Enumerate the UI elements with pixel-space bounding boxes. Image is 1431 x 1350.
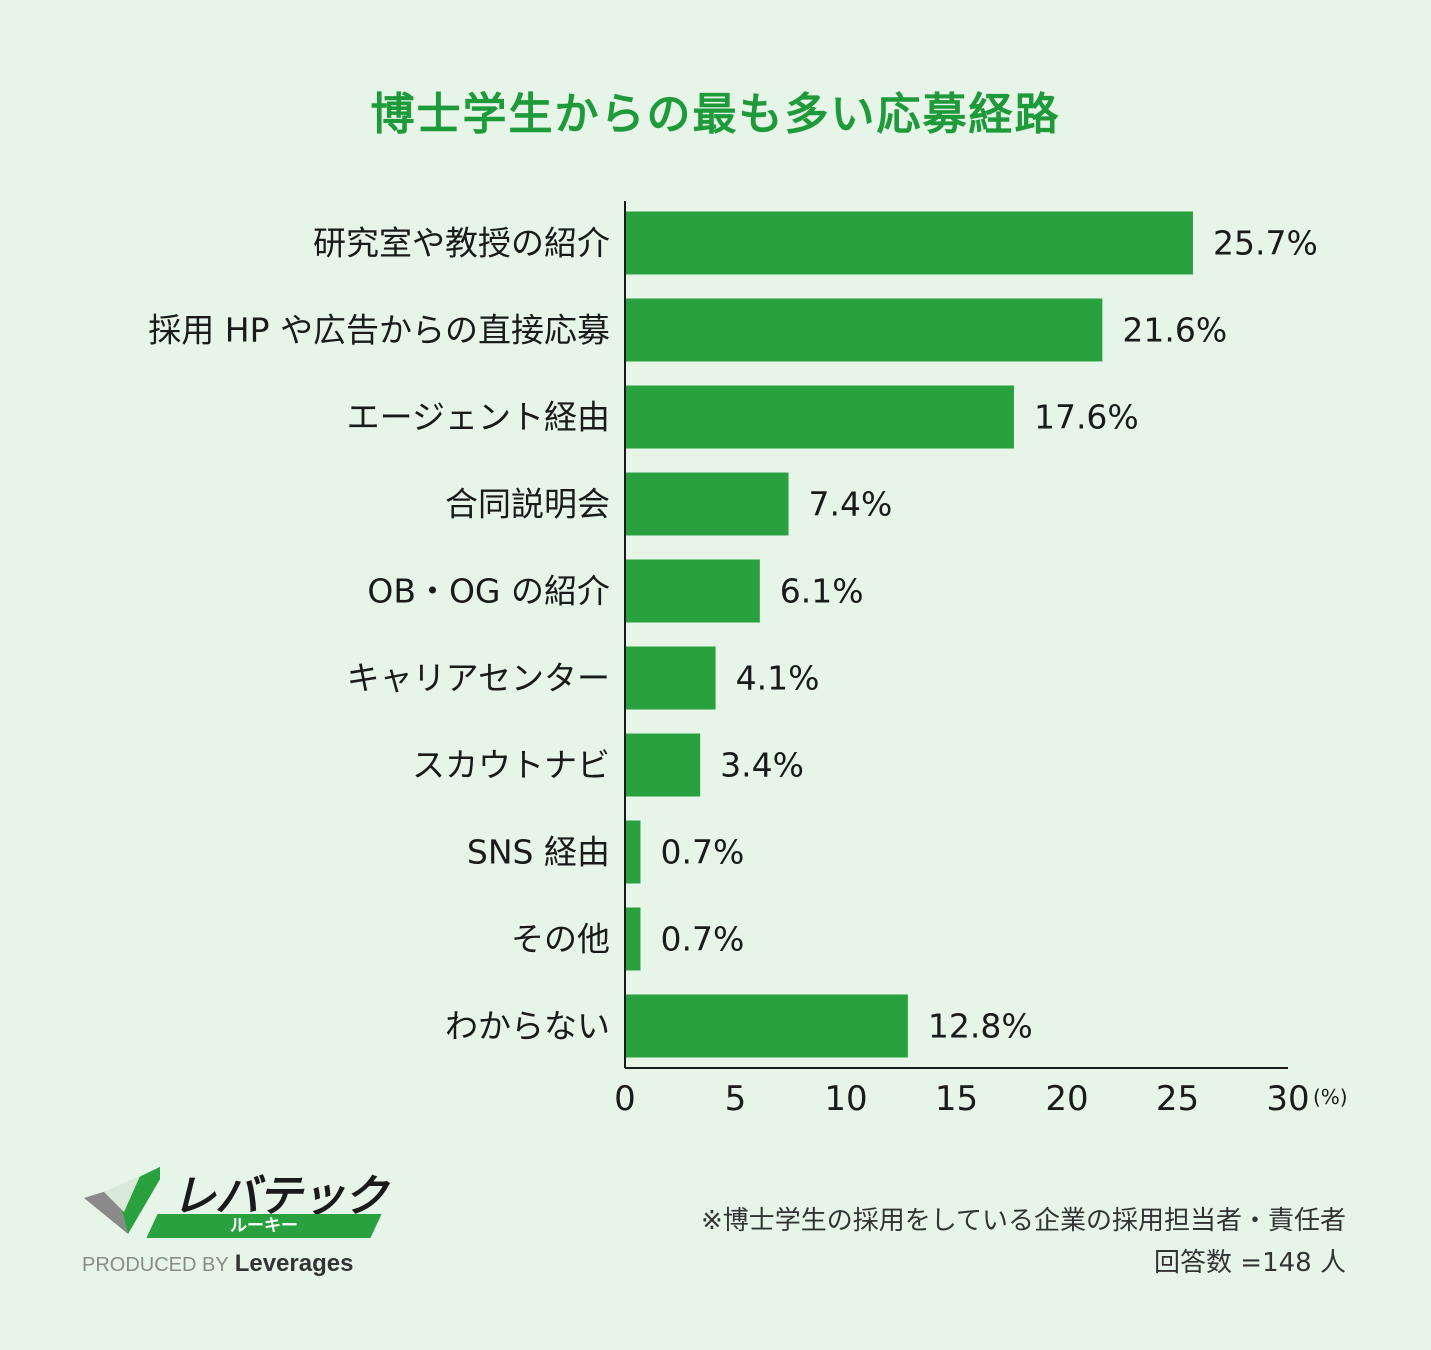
bar bbox=[625, 385, 1014, 449]
value-label: 3.4% bbox=[720, 746, 804, 785]
survey-note-line1: ※博士学生の採用をしている企業の採用担当者・責任者 bbox=[700, 1206, 1346, 1236]
produced-by: PRODUCED BY Leverages bbox=[82, 1250, 353, 1278]
value-label: 21.6% bbox=[1122, 311, 1227, 350]
category-label: エージェント経由 bbox=[347, 398, 610, 437]
bar bbox=[625, 907, 641, 971]
value-label: 25.7% bbox=[1213, 224, 1318, 263]
x-unit-label: (%) bbox=[1313, 1085, 1348, 1109]
category-label: スカウトナビ bbox=[412, 746, 610, 785]
category-label: 合同説明会 bbox=[445, 485, 610, 524]
logo-wordmark: レバテック bbox=[172, 1171, 388, 1222]
value-label: 0.7% bbox=[660, 833, 744, 872]
value-label: 6.1% bbox=[780, 572, 864, 611]
logo-check-icon bbox=[84, 1166, 160, 1234]
category-label: キャリアセンター bbox=[347, 659, 610, 698]
bar bbox=[625, 646, 716, 710]
survey-note: ※博士学生の採用をしている企業の採用担当者・責任者 回答数 =148 人 bbox=[701, 1200, 1346, 1284]
x-tick-label: 30 bbox=[1266, 1079, 1309, 1119]
value-label: 17.6% bbox=[1034, 398, 1139, 437]
bar bbox=[625, 733, 701, 797]
bar-chart: 研究室や教授の紹介 25.7% 採用 HP や広告からの直接応募 21.6% エージェン… bbox=[148, 201, 1348, 1119]
logo: レバテック ルーキー PRODUCED BY Leverages bbox=[80, 1160, 390, 1280]
brand-name: Leverages bbox=[234, 1250, 354, 1277]
chart-title: 博士学生からの最も多い応募経路 bbox=[370, 89, 1061, 140]
x-tick-label: 20 bbox=[1045, 1079, 1088, 1119]
x-tick-label: 15 bbox=[935, 1079, 978, 1119]
bar bbox=[625, 559, 760, 623]
x-tick-label: 25 bbox=[1156, 1079, 1199, 1119]
category-label: その他 bbox=[511, 920, 610, 959]
logo-sub: ルーキー bbox=[230, 1216, 298, 1236]
category-label: わからない bbox=[445, 1007, 610, 1046]
bar bbox=[625, 298, 1103, 362]
value-label: 4.1% bbox=[736, 659, 820, 698]
value-label: 7.4% bbox=[809, 485, 893, 524]
category-label: OB・OG の紹介 bbox=[367, 572, 610, 611]
category-label: SNS 経由 bbox=[467, 833, 610, 872]
x-tick-label: 5 bbox=[725, 1079, 747, 1119]
category-label: 採用 HP や広告からの直接応募 bbox=[148, 311, 610, 350]
value-label: 0.7% bbox=[660, 920, 744, 959]
survey-note-line2: 回答数 =148 人 bbox=[1154, 1248, 1346, 1278]
x-tick-label: 0 bbox=[614, 1079, 636, 1119]
bar bbox=[625, 472, 789, 536]
category-label: 研究室や教授の紹介 bbox=[313, 224, 610, 263]
bar bbox=[625, 994, 908, 1058]
x-tick-label: 10 bbox=[824, 1079, 867, 1119]
bar bbox=[625, 211, 1193, 275]
produced-by-label: PRODUCED BY bbox=[82, 1254, 229, 1276]
bar bbox=[625, 820, 641, 884]
value-label: 12.8% bbox=[928, 1007, 1033, 1046]
